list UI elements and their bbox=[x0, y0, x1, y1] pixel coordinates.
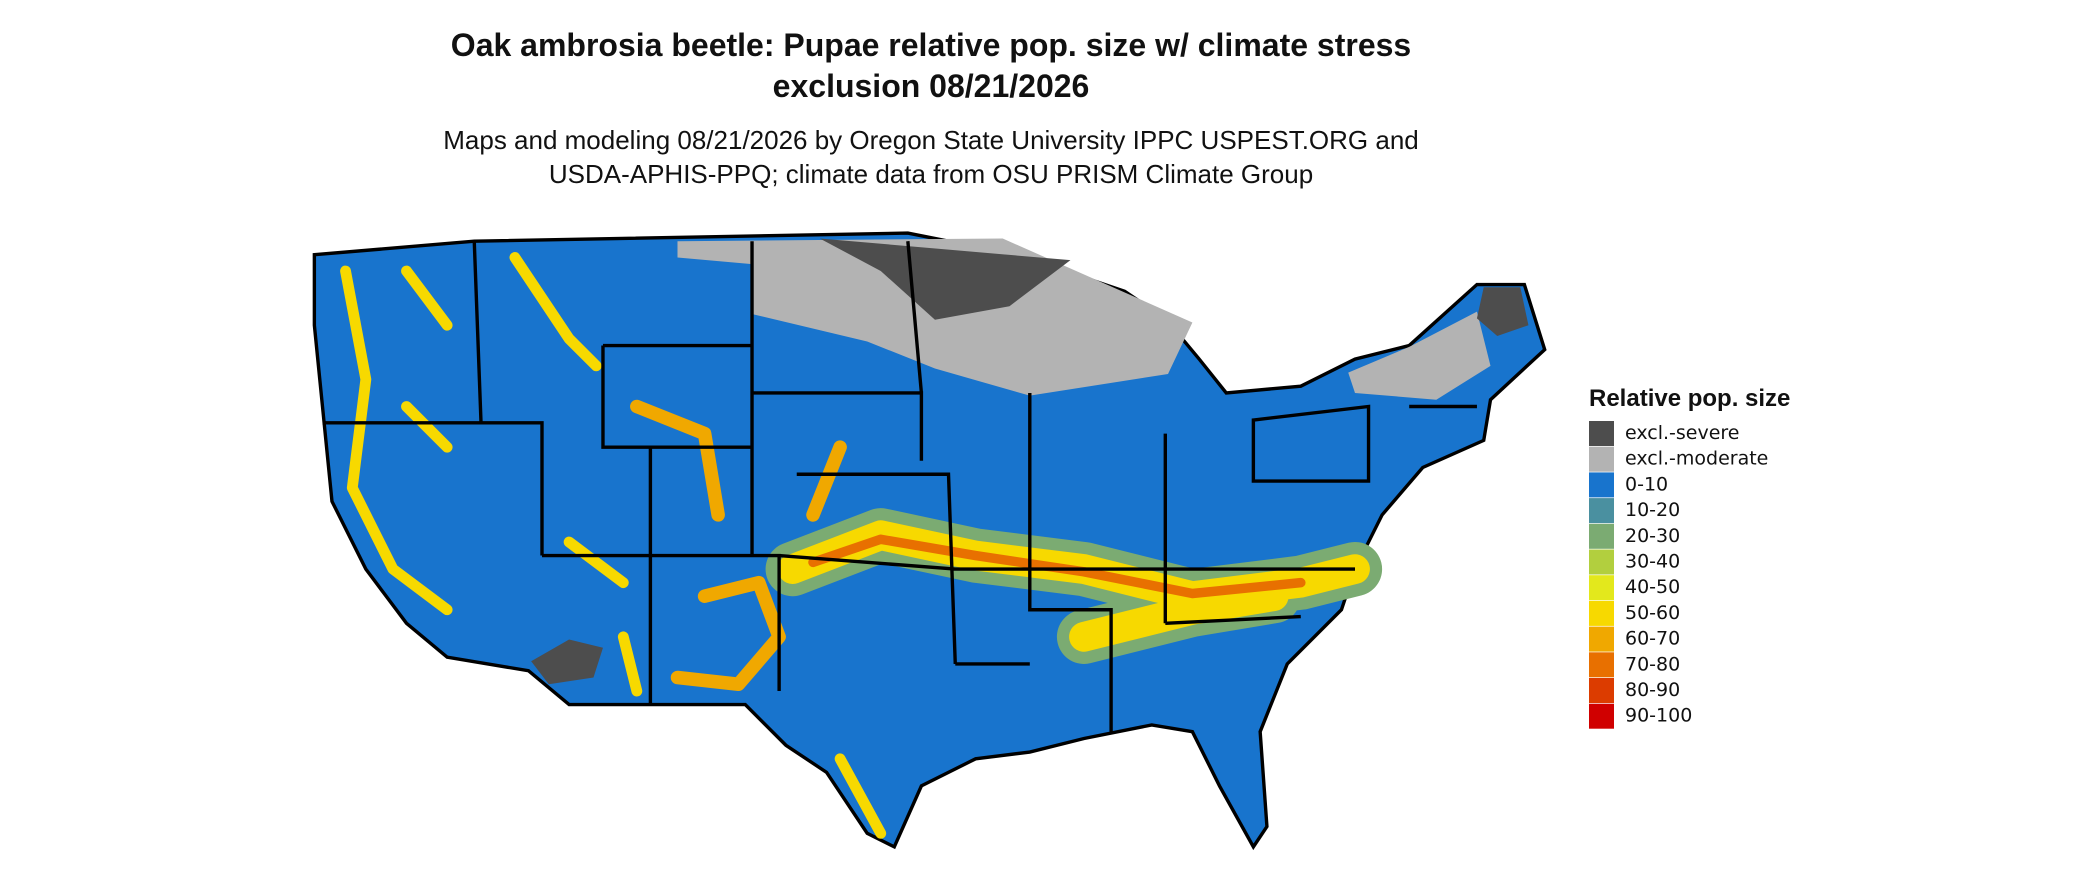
legend-swatch bbox=[1589, 446, 1614, 472]
legend-swatch bbox=[1589, 421, 1614, 446]
us-map bbox=[312, 231, 1547, 851]
excluded-severe-region bbox=[531, 639, 603, 685]
legend-label: 30-40 bbox=[1625, 551, 1680, 573]
legend-label: 90-100 bbox=[1625, 705, 1692, 727]
legend-label: excl.-moderate bbox=[1625, 448, 1768, 470]
legend-label: 10-20 bbox=[1625, 499, 1680, 521]
legend-label: 40-50 bbox=[1625, 576, 1680, 598]
legend-label: 20-30 bbox=[1625, 525, 1680, 547]
legend-swatch bbox=[1589, 549, 1614, 575]
legend-label: 0-10 bbox=[1625, 473, 1668, 495]
map-subtitle: USDA-APHIS-PPQ; climate data from OSU PR… bbox=[549, 159, 1313, 189]
legend-swatch bbox=[1589, 678, 1614, 703]
legend-label: 80-90 bbox=[1625, 679, 1680, 701]
legend-swatch bbox=[1589, 498, 1614, 524]
legend-swatch bbox=[1589, 703, 1614, 729]
state-borders bbox=[322, 241, 1477, 732]
map-title: Oak ambrosia beetle: Pupae relative pop.… bbox=[451, 27, 1411, 63]
legend-swatch bbox=[1589, 523, 1614, 549]
legend-swatch bbox=[1589, 626, 1614, 652]
legend-title: Relative pop. size bbox=[1589, 385, 1790, 412]
map-subtitle: Maps and modeling 08/21/2026 by Oregon S… bbox=[443, 125, 1419, 155]
legend-swatch bbox=[1589, 575, 1614, 601]
legend-label: 50-60 bbox=[1625, 602, 1680, 624]
legend-label: 70-80 bbox=[1625, 653, 1680, 675]
excluded-moderate-region bbox=[1348, 311, 1491, 400]
map-title: exclusion 08/21/2026 bbox=[773, 68, 1090, 104]
legend-label: excl.-severe bbox=[1625, 422, 1740, 444]
legend-swatch bbox=[1589, 600, 1614, 626]
legend-label: 60-70 bbox=[1625, 628, 1680, 650]
legend-swatch bbox=[1589, 652, 1614, 678]
legend-swatch bbox=[1589, 472, 1614, 498]
excluded-severe-region bbox=[1476, 287, 1529, 337]
excluded-severe-region bbox=[819, 238, 1071, 320]
